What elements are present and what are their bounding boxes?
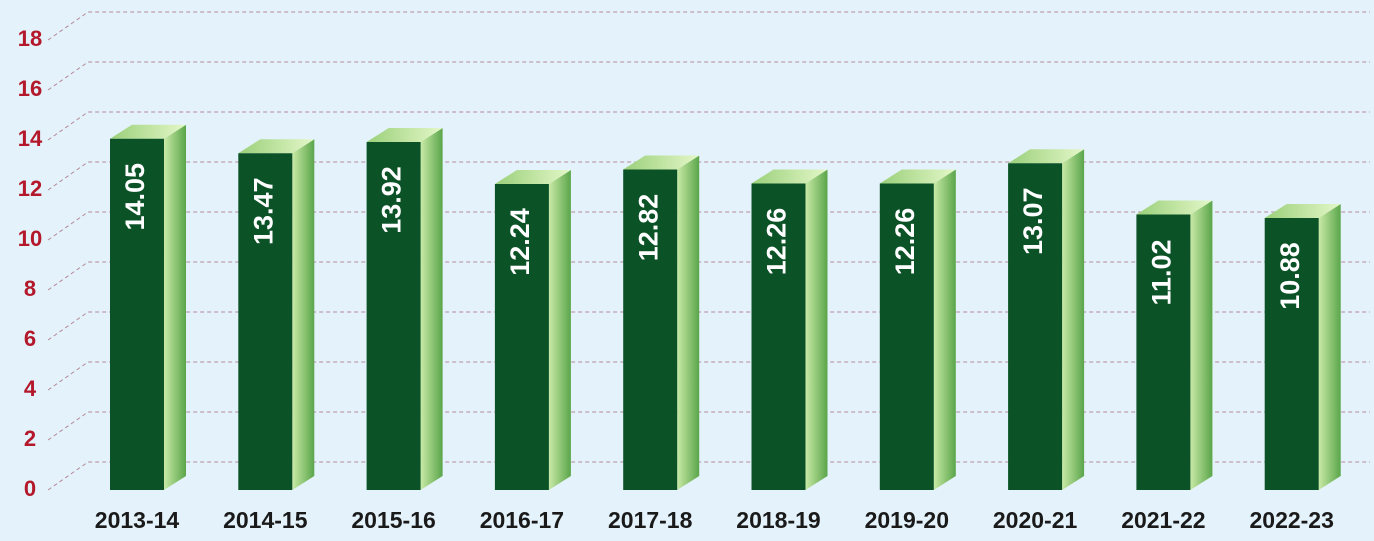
- bar-top: [1264, 204, 1341, 218]
- bar-top: [238, 139, 315, 154]
- bar-top: [366, 128, 443, 142]
- y-tick-label: 16: [18, 76, 42, 101]
- x-tick-label: 2021-22: [1121, 507, 1205, 533]
- bar-side: [805, 169, 828, 490]
- bar-top: [110, 124, 186, 139]
- bar: [494, 184, 549, 490]
- value-label: 13.47: [248, 177, 278, 245]
- y-tick-label: 12: [18, 176, 42, 201]
- value-label: 12.26: [762, 208, 792, 276]
- value-label: 13.92: [377, 166, 407, 234]
- value-label: 12.26: [890, 208, 920, 276]
- bar-side: [292, 139, 315, 490]
- x-tick-label: 2022-23: [1249, 507, 1333, 533]
- bar-top: [1136, 200, 1213, 215]
- value-label: 13.07: [1018, 187, 1048, 255]
- grid-line: [47, 111, 1370, 141]
- x-tick-label: 2015-16: [351, 507, 435, 533]
- bar: [110, 138, 164, 490]
- x-tick-label: 2020-21: [993, 507, 1078, 533]
- value-label: 12.82: [633, 194, 663, 262]
- y-tick-label: 2: [24, 426, 36, 451]
- bar-side: [1190, 200, 1213, 490]
- x-tick-label: 2017-18: [608, 507, 693, 533]
- y-tick-label: 4: [24, 376, 37, 401]
- y-tick-label: 8: [24, 276, 36, 301]
- value-label: 14.05: [120, 163, 150, 231]
- bar-top: [879, 169, 956, 184]
- value-label: 10.88: [1275, 242, 1305, 310]
- bar: [238, 153, 293, 490]
- grid-line: [47, 61, 1370, 91]
- x-tick-label: 2013-14: [95, 507, 180, 533]
- x-tick-label: 2014-15: [223, 507, 308, 533]
- bar: [366, 142, 421, 490]
- value-label: 12.24: [505, 208, 535, 276]
- x-tick-label: 2016-17: [480, 507, 564, 533]
- bar: [751, 183, 806, 490]
- y-tick-label: 6: [24, 326, 36, 351]
- bar-side: [420, 128, 443, 490]
- y-tick-label: 14: [18, 126, 43, 151]
- bar-side: [164, 124, 186, 490]
- bar-side: [1318, 204, 1341, 490]
- y-tick-label: 0: [24, 476, 36, 501]
- grid-line: [47, 161, 1370, 191]
- x-tick-label: 2019-20: [865, 507, 949, 533]
- bar: [1264, 218, 1319, 490]
- bar: [879, 183, 934, 490]
- value-label: 11.02: [1147, 239, 1177, 305]
- y-tick-label: 10: [18, 226, 42, 251]
- bar-top: [1008, 149, 1085, 164]
- bar-side: [1062, 149, 1085, 490]
- bar: [1136, 214, 1191, 490]
- bar-top: [623, 155, 700, 170]
- x-tick-label: 2018-19: [736, 507, 820, 533]
- bar-top: [494, 170, 571, 184]
- bar-top: [751, 169, 828, 184]
- bar-side: [548, 170, 571, 490]
- bar: [623, 169, 678, 490]
- bar-side: [933, 169, 956, 490]
- grid-line: [47, 11, 1370, 41]
- y-tick-label: 18: [18, 26, 42, 51]
- bar: [1008, 163, 1063, 490]
- bar-side: [677, 155, 700, 490]
